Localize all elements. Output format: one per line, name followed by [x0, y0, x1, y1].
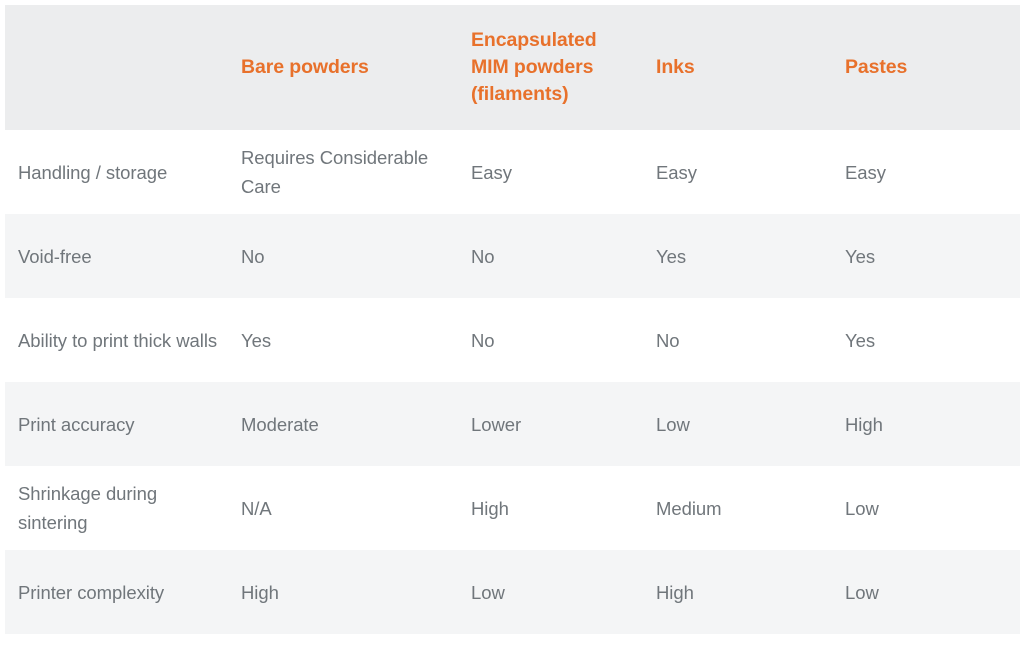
feedstock-comparison-table: Bare powders Encapsulated MIM powders (f… — [5, 5, 1020, 634]
cell-value: Medium — [656, 497, 722, 519]
table-cell: Yes — [832, 298, 1020, 382]
table-cell: Low — [458, 550, 643, 634]
cell-value: Yes — [845, 245, 876, 267]
cell-value: No — [471, 245, 495, 267]
comparison-table-container: Bare powders Encapsulated MIM powders (f… — [5, 5, 1020, 634]
cell-value: Easy — [656, 161, 697, 183]
cell-value: High — [471, 497, 509, 519]
table-cell: N/A — [228, 466, 458, 550]
table-cell: No — [458, 214, 643, 298]
column-header-label: Inks — [656, 56, 695, 78]
row-header-shrinkage-during-sintering: Shrinkage during sintering — [5, 466, 228, 550]
cell-value: No — [241, 245, 265, 267]
cell-value: N/A — [241, 497, 272, 519]
cell-value: High — [656, 581, 694, 603]
table-row: Handling / storage Requires Considerable… — [5, 130, 1020, 214]
row-header-print-accuracy: Print accuracy — [5, 382, 228, 466]
row-label: Void-free — [18, 245, 92, 267]
row-label: Ability to print thick walls — [18, 329, 218, 351]
cell-value: No — [656, 329, 680, 351]
row-label: Printer complexity — [18, 581, 165, 603]
cell-value: Low — [656, 413, 690, 435]
table-body: Handling / storage Requires Considerable… — [5, 130, 1020, 634]
row-header-handling-storage: Handling / storage — [5, 130, 228, 214]
table-cell: High — [458, 466, 643, 550]
row-label: Handling / storage — [18, 161, 168, 183]
table-row: Shrinkage during sintering N/A High Medi… — [5, 466, 1020, 550]
cell-value: Low — [845, 581, 879, 603]
column-header-label: Bare powders — [241, 56, 369, 78]
table-cell: No — [458, 298, 643, 382]
cell-value: Requires Considerable Care — [241, 147, 429, 197]
column-header-label: Pastes — [845, 56, 908, 78]
cell-value: Yes — [241, 329, 272, 351]
cell-value: Yes — [656, 245, 687, 267]
table-cell: Medium — [643, 466, 832, 550]
cell-value: Easy — [471, 161, 512, 183]
column-header-pastes: Pastes — [832, 5, 1020, 130]
cell-value: Yes — [845, 329, 876, 351]
cell-value: No — [471, 329, 495, 351]
table-cell: Easy — [643, 130, 832, 214]
table-cell: High — [832, 382, 1020, 466]
table-row: Ability to print thick walls Yes No No Y… — [5, 298, 1020, 382]
cell-value: Low — [471, 581, 505, 603]
row-header-ability-to-print-thick-walls: Ability to print thick walls — [5, 298, 228, 382]
table-cell: Low — [643, 382, 832, 466]
table-cell: Easy — [458, 130, 643, 214]
cell-value: Moderate — [241, 413, 319, 435]
table-cell: Moderate — [228, 382, 458, 466]
table-cell: High — [643, 550, 832, 634]
cell-value: High — [845, 413, 883, 435]
table-cell: Yes — [643, 214, 832, 298]
row-header-printer-complexity: Printer complexity — [5, 550, 228, 634]
table-header: Bare powders Encapsulated MIM powders (f… — [5, 5, 1020, 130]
cell-value: High — [241, 581, 279, 603]
table-cell: Lower — [458, 382, 643, 466]
table-row: Printer complexity High Low High Low — [5, 550, 1020, 634]
table-cell: Low — [832, 550, 1020, 634]
table-cell: Yes — [228, 298, 458, 382]
table-row: Print accuracy Moderate Lower Low High — [5, 382, 1020, 466]
table-header-row: Bare powders Encapsulated MIM powders (f… — [5, 5, 1020, 130]
column-header-inks: Inks — [643, 5, 832, 130]
table-cell: Requires Considerable Care — [228, 130, 458, 214]
row-header-void-free: Void-free — [5, 214, 228, 298]
table-cell: No — [228, 214, 458, 298]
cell-value: Lower — [471, 413, 522, 435]
table-cell: Easy — [832, 130, 1020, 214]
row-label: Shrinkage during sintering — [18, 483, 158, 533]
column-header-label: Encapsulated MIM powders (filaments) — [471, 29, 597, 105]
column-header-encapsulated-mim-powders: Encapsulated MIM powders (filaments) — [458, 5, 643, 130]
cell-value: Low — [845, 497, 879, 519]
table-cell: High — [228, 550, 458, 634]
column-header-bare-powders: Bare powders — [228, 5, 458, 130]
table-cell: Yes — [832, 214, 1020, 298]
table-cell: No — [643, 298, 832, 382]
table-corner-cell — [5, 5, 228, 130]
row-label: Print accuracy — [18, 413, 135, 435]
cell-value: Easy — [845, 161, 886, 183]
table-cell: Low — [832, 466, 1020, 550]
table-row: Void-free No No Yes Yes — [5, 214, 1020, 298]
